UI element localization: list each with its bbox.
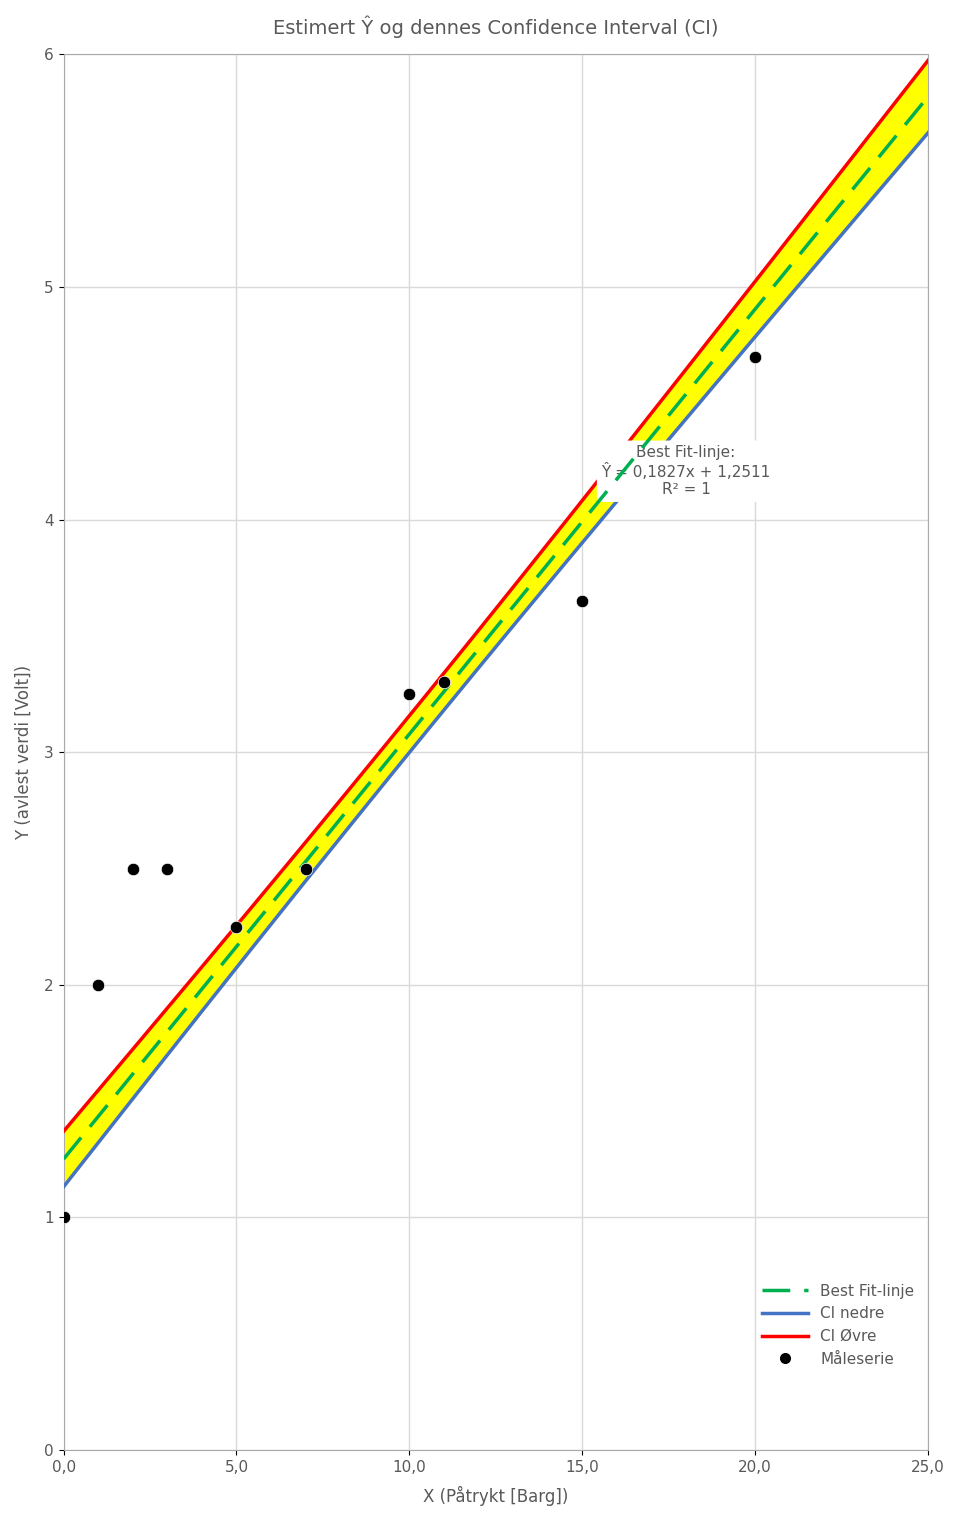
Point bbox=[575, 589, 590, 613]
Point bbox=[401, 681, 417, 706]
Point bbox=[125, 856, 140, 881]
Legend: Best Fit-linje, CI nedre, CI Øvre, Måleserie: Best Fit-linje, CI nedre, CI Øvre, Måles… bbox=[756, 1278, 921, 1372]
Point bbox=[90, 972, 106, 996]
Point bbox=[159, 856, 175, 881]
Point bbox=[228, 914, 244, 938]
Text: Best Fit-linje:
Ŷ = 0,1827x + 1,2511
R² = 1: Best Fit-linje: Ŷ = 0,1827x + 1,2511 R² … bbox=[601, 446, 771, 497]
Point bbox=[298, 856, 313, 881]
Y-axis label: Y (avlest verdi [Volt]): Y (avlest verdi [Volt]) bbox=[15, 665, 33, 840]
Title: Estimert Ŷ og dennes Confidence Interval (CI): Estimert Ŷ og dennes Confidence Interval… bbox=[273, 15, 719, 38]
X-axis label: X (Påtrykt [Barg]): X (Påtrykt [Barg]) bbox=[423, 1486, 568, 1506]
Point bbox=[56, 1205, 71, 1229]
Point bbox=[748, 345, 763, 370]
Point bbox=[436, 671, 451, 695]
